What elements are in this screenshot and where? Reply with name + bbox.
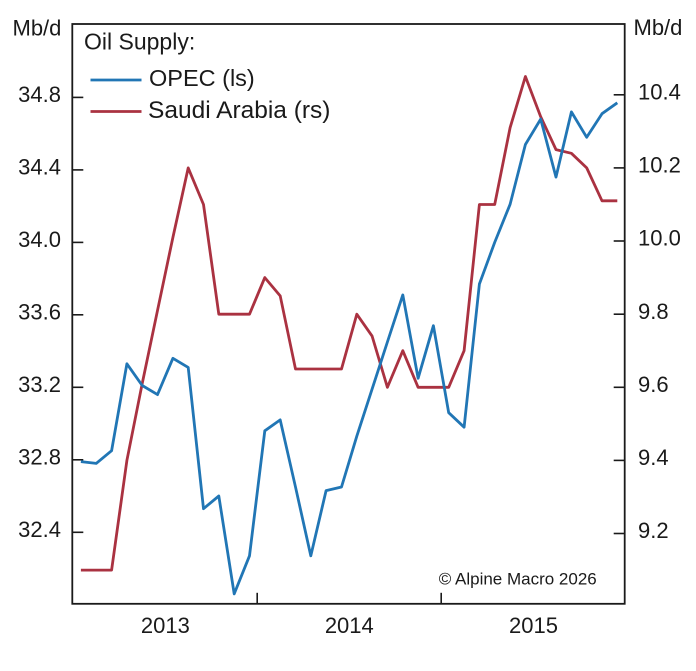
svg-text:OPEC (ls): OPEC (ls) <box>149 65 255 91</box>
svg-text:9.6: 9.6 <box>638 372 669 397</box>
svg-text:Saudi Arabia (rs): Saudi Arabia (rs) <box>148 97 330 124</box>
svg-text:2015: 2015 <box>509 613 558 638</box>
svg-text:10.0: 10.0 <box>638 226 681 251</box>
svg-text:Mb/d: Mb/d <box>634 15 683 40</box>
svg-text:32.8: 32.8 <box>18 445 61 470</box>
svg-text:Oil Supply:: Oil Supply: <box>84 28 195 54</box>
svg-text:10.4: 10.4 <box>638 80 681 105</box>
svg-text:10.2: 10.2 <box>638 153 681 178</box>
svg-text:2014: 2014 <box>325 613 374 638</box>
svg-text:33.2: 33.2 <box>18 372 61 397</box>
svg-text:34.4: 34.4 <box>18 155 61 180</box>
svg-text:34.8: 34.8 <box>18 82 61 107</box>
svg-text:34.0: 34.0 <box>18 227 61 252</box>
svg-text:2013: 2013 <box>141 613 190 638</box>
svg-text:Mb/d: Mb/d <box>13 16 62 41</box>
svg-text:33.6: 33.6 <box>18 300 61 325</box>
svg-text:9.8: 9.8 <box>638 299 669 324</box>
svg-text:9.4: 9.4 <box>638 445 669 470</box>
svg-text:9.2: 9.2 <box>638 518 669 543</box>
svg-text:32.4: 32.4 <box>18 517 61 542</box>
svg-text:© Alpine Macro 2026: © Alpine Macro 2026 <box>439 569 597 588</box>
